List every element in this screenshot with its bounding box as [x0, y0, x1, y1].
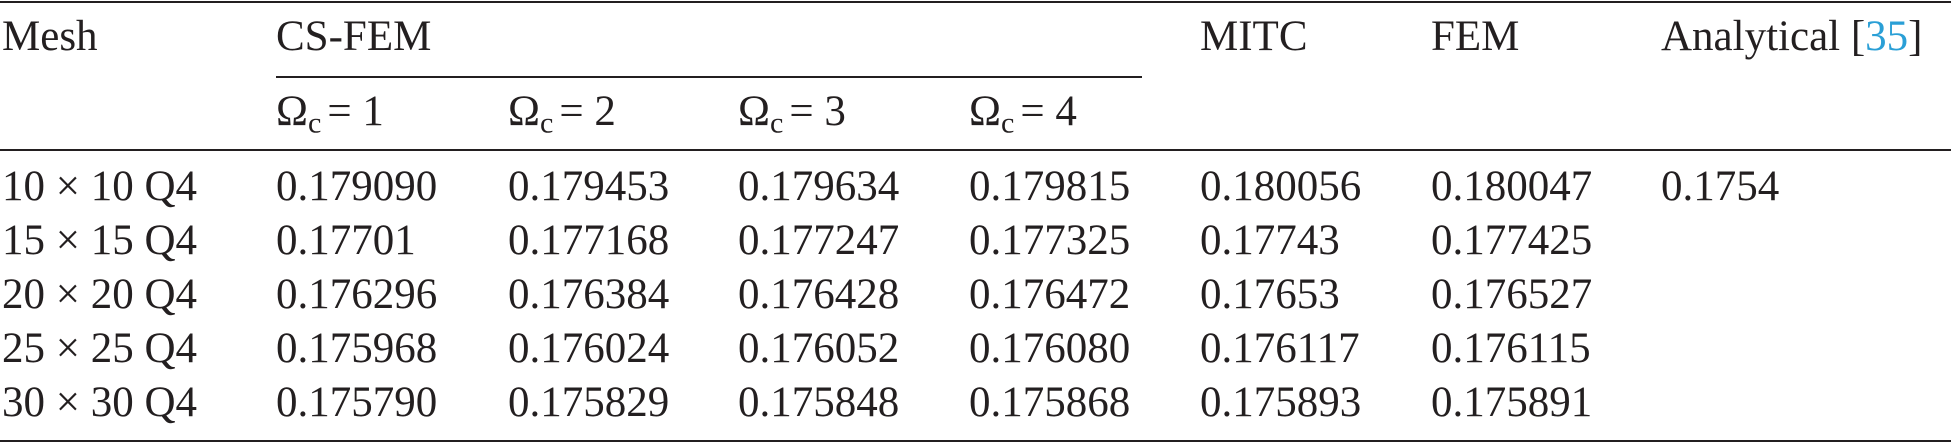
value-cell: 0.179090 — [276, 163, 438, 210]
subheader-value: = 1 — [327, 88, 384, 135]
value-cell: 0.179634 — [738, 163, 900, 210]
analytical-text: Analytical [ — [1661, 13, 1866, 60]
subscript: c — [1000, 105, 1015, 140]
value-cell: 0.180047 — [1431, 163, 1593, 210]
mesh-label: 20 × 20 Q4 — [2, 271, 198, 318]
value-cell: 0.180056 — [1200, 163, 1362, 210]
value-cell: 0.175829 — [508, 379, 670, 426]
value-cell: 0.179453 — [508, 163, 670, 210]
value-cell: 0.179815 — [969, 163, 1131, 210]
value-cell: 0.176052 — [738, 325, 900, 372]
symbol: Ω — [276, 88, 308, 135]
header-rule — [0, 149, 1951, 151]
value-cell: 0.176428 — [738, 271, 900, 318]
value-cell: 0.17743 — [1200, 217, 1340, 264]
subheader-value: = 3 — [789, 88, 846, 135]
subscript: c — [307, 105, 322, 140]
value-cell: 0.176472 — [969, 271, 1131, 318]
value-cell: 0.177325 — [969, 217, 1131, 264]
value-cell: 0.177168 — [508, 217, 670, 264]
group-rule — [276, 76, 1142, 78]
value-cell: 0.176080 — [969, 325, 1131, 372]
value-cell: 0.175790 — [276, 379, 438, 426]
value-cell: 0.175893 — [1200, 379, 1362, 426]
mesh-label: 15 × 15 Q4 — [2, 217, 198, 264]
value-cell: 0.17701 — [276, 217, 416, 264]
value-cell: 0.176024 — [508, 325, 670, 372]
value-cell: 0.175868 — [969, 379, 1131, 426]
mesh-label: 25 × 25 Q4 — [2, 325, 198, 372]
mesh-label: 10 × 10 Q4 — [2, 163, 198, 210]
reference-link: 35 — [1865, 13, 1909, 60]
value-cell: 0.17653 — [1200, 271, 1340, 318]
subheader: Ωc = 2 — [508, 87, 616, 140]
value-cell: 0.176384 — [508, 271, 670, 318]
bottom-rule — [0, 440, 1951, 442]
subheader: Ωc = 4 — [969, 87, 1077, 140]
symbol: Ω — [738, 88, 770, 135]
subheader: Ωc = 1 — [276, 87, 384, 140]
subscript: c — [539, 105, 554, 140]
header-analytical: Analytical [35] — [1661, 12, 1923, 62]
header-mesh: Mesh — [2, 13, 98, 60]
value-cell: 0.1754 — [1661, 163, 1780, 210]
header-group: CS-FEM — [276, 13, 432, 60]
subheader-value: = 2 — [559, 88, 616, 135]
value-cell: 0.177425 — [1431, 217, 1593, 264]
value-cell: 0.177247 — [738, 217, 900, 264]
value-cell: 0.176117 — [1200, 325, 1360, 372]
value-cell: 0.176115 — [1431, 325, 1591, 372]
value-cell: 0.175848 — [738, 379, 900, 426]
analytical-close: ] — [1908, 13, 1923, 60]
top-rule — [0, 1, 1951, 3]
header-mitc: MITC — [1200, 13, 1308, 60]
subscript: c — [769, 105, 784, 140]
subheader: Ωc = 3 — [738, 87, 846, 140]
symbol: Ω — [969, 88, 1001, 135]
symbol: Ω — [508, 88, 540, 135]
value-cell: 0.175891 — [1431, 379, 1593, 426]
subheader-value: = 4 — [1020, 88, 1077, 135]
value-cell: 0.175968 — [276, 325, 438, 372]
value-cell: 0.176527 — [1431, 271, 1593, 318]
value-cell: 0.176296 — [276, 271, 438, 318]
mesh-label: 30 × 30 Q4 — [2, 379, 198, 426]
header-fem: FEM — [1431, 13, 1520, 60]
